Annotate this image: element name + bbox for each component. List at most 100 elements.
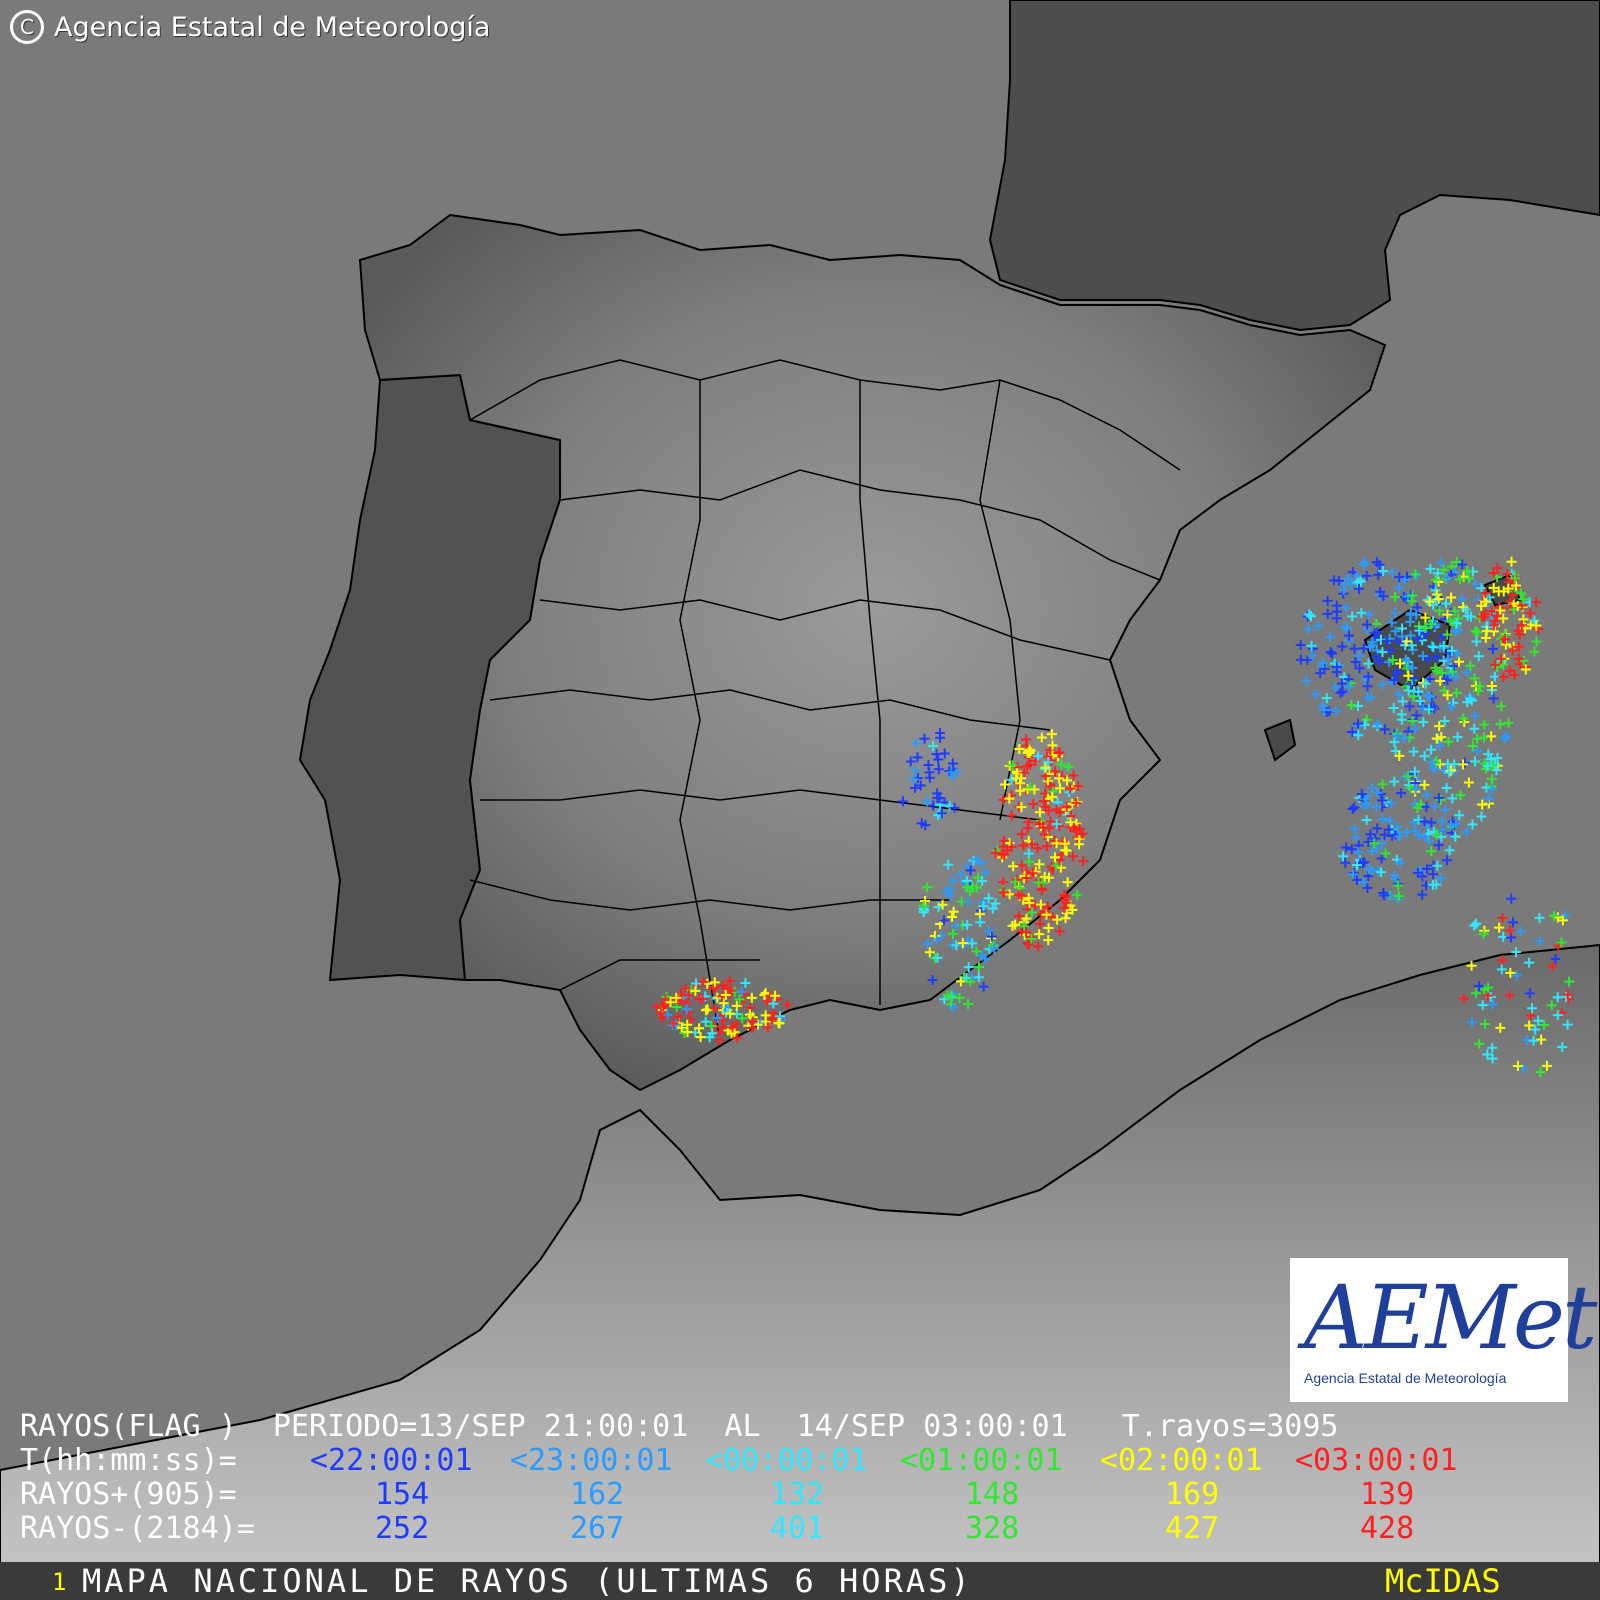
lightning-strike-marker (1470, 988, 1481, 999)
lightning-strike-marker (980, 953, 991, 964)
lightning-strike-marker (1477, 1000, 1488, 1011)
lightning-strike-marker (1033, 751, 1044, 762)
lightning-strike-marker (1371, 652, 1382, 663)
lightning-strike-marker (1397, 631, 1408, 642)
lightning-strike-marker (1425, 563, 1436, 574)
lightning-strike-marker (1437, 824, 1448, 835)
lightning-strike-marker (1359, 719, 1370, 730)
lightning-strike-marker (974, 961, 985, 972)
lightning-strike-marker (708, 983, 719, 994)
lightning-strike-marker (1501, 731, 1512, 742)
lightning-strike-marker (1385, 645, 1396, 656)
lightning-strike-marker (1370, 833, 1381, 844)
lightning-strike-marker (897, 796, 908, 807)
logo-wordmark: AEMet (1304, 1266, 1597, 1369)
lightning-strike-marker (912, 752, 923, 763)
lightning-strike-marker (1389, 675, 1400, 686)
lightning-strike-marker (725, 1008, 736, 1019)
lightning-strike-marker (978, 901, 989, 912)
lightning-strike-marker (1469, 723, 1480, 734)
lightning-strike-marker (922, 796, 933, 807)
lightning-strike-marker (1425, 691, 1436, 702)
lightning-strike-marker (1511, 970, 1522, 981)
lightning-strike-marker (1417, 889, 1428, 900)
lightning-strike-marker (1533, 1015, 1544, 1026)
lightning-strike-marker (1387, 567, 1398, 578)
lightning-strike-marker (1301, 675, 1312, 686)
lightning-strike-marker (1034, 929, 1045, 940)
lightning-strike-marker (1503, 583, 1514, 594)
lightning-strike-marker (1015, 882, 1026, 893)
lightning-strike-marker (718, 998, 729, 1009)
agency-name: Agencia Estatal de Meteorología (54, 11, 491, 43)
lightning-strike-marker (1408, 691, 1419, 702)
lightning-strike-marker (752, 1019, 763, 1030)
lightning-strike-marker (924, 947, 935, 958)
lightning-strike-marker (1518, 614, 1529, 625)
lightning-strike-marker (1367, 782, 1378, 793)
lightning-strike-marker (1457, 759, 1468, 770)
lightning-strike-marker (1469, 673, 1480, 684)
lightning-strike-marker (1073, 781, 1084, 792)
lightning-strike-marker (1498, 671, 1509, 682)
lightning-strike-marker (1372, 787, 1383, 798)
lightning-strike-marker (996, 849, 1007, 860)
lightning-strike-marker (1435, 675, 1446, 686)
lightning-strike-marker (1393, 880, 1404, 891)
lightning-strike-marker (1434, 721, 1445, 732)
lightning-strike-marker (1302, 655, 1313, 666)
lightning-strike-marker (1467, 819, 1478, 830)
lightning-strike-marker (1022, 823, 1033, 834)
lightning-strike-marker (1389, 737, 1400, 748)
lightning-strike-marker (768, 1007, 779, 1018)
negative-count: 328 (965, 1511, 1020, 1546)
lightning-strike-marker (782, 999, 793, 1010)
lightning-strike-marker (1054, 747, 1065, 758)
lightning-strike-marker (1074, 833, 1085, 844)
lightning-strike-marker (690, 985, 701, 996)
lightning-strike-marker (1010, 919, 1021, 930)
lightning-strike-marker (1393, 689, 1404, 700)
lightning-strike-marker (1395, 857, 1406, 868)
lightning-strike-marker (1016, 890, 1027, 901)
lightning-strike-marker (1389, 608, 1400, 619)
lightning-strike-marker (1358, 559, 1369, 570)
lightning-strike-marker (922, 938, 933, 949)
lightning-strike-marker (1032, 843, 1043, 854)
lightning-strike-marker (1387, 655, 1398, 666)
lightning-strike-marker (665, 997, 676, 1008)
lightning-strike-marker (1059, 838, 1070, 849)
lightning-strike-marker (1378, 887, 1389, 898)
lightning-strike-marker (1485, 754, 1496, 765)
lightning-strike-marker (1422, 595, 1433, 606)
lightning-strike-marker (1457, 559, 1468, 570)
lightning-strike-marker (1487, 1042, 1498, 1053)
lightning-strike-marker (915, 780, 926, 791)
lightning-strike-marker (770, 990, 781, 1001)
lightning-strike-marker (1055, 862, 1066, 873)
lightning-strike-marker (1372, 718, 1383, 729)
lightning-strike-marker (1060, 913, 1071, 924)
lightning-strike-marker (1428, 869, 1439, 880)
legend-period-row: RAYOS(FLAG ) PERIODO=13/SEP 21:00:01 AL … (20, 1409, 1339, 1444)
lightning-strike-marker (709, 977, 720, 988)
lightning-strike-marker (1433, 840, 1444, 851)
lightning-strike-marker (660, 999, 671, 1010)
lightning-strike-marker (1054, 807, 1065, 818)
lightning-strike-marker (1355, 576, 1366, 587)
lightning-strike-marker (1413, 815, 1424, 826)
lightning-strike-marker (1343, 573, 1354, 584)
lightning-strike-marker (1426, 757, 1437, 768)
lightning-strike-marker (1061, 897, 1072, 908)
lightning-strike-marker (1354, 663, 1365, 674)
lightning-strike-marker (967, 938, 978, 949)
lightning-strike-marker (1426, 817, 1437, 828)
lightning-strike-marker (744, 1009, 755, 1020)
lightning-strike-marker (1022, 761, 1033, 772)
lightning-strike-marker (1023, 848, 1034, 859)
lightning-strike-marker (729, 1027, 740, 1038)
lightning-strike-marker (1006, 774, 1017, 785)
lightning-strike-marker (1466, 1017, 1477, 1028)
aemet-logo: AEMet Agencia Estatal de Meteorología (1290, 1258, 1597, 1402)
lightning-strike-marker (732, 1033, 743, 1044)
